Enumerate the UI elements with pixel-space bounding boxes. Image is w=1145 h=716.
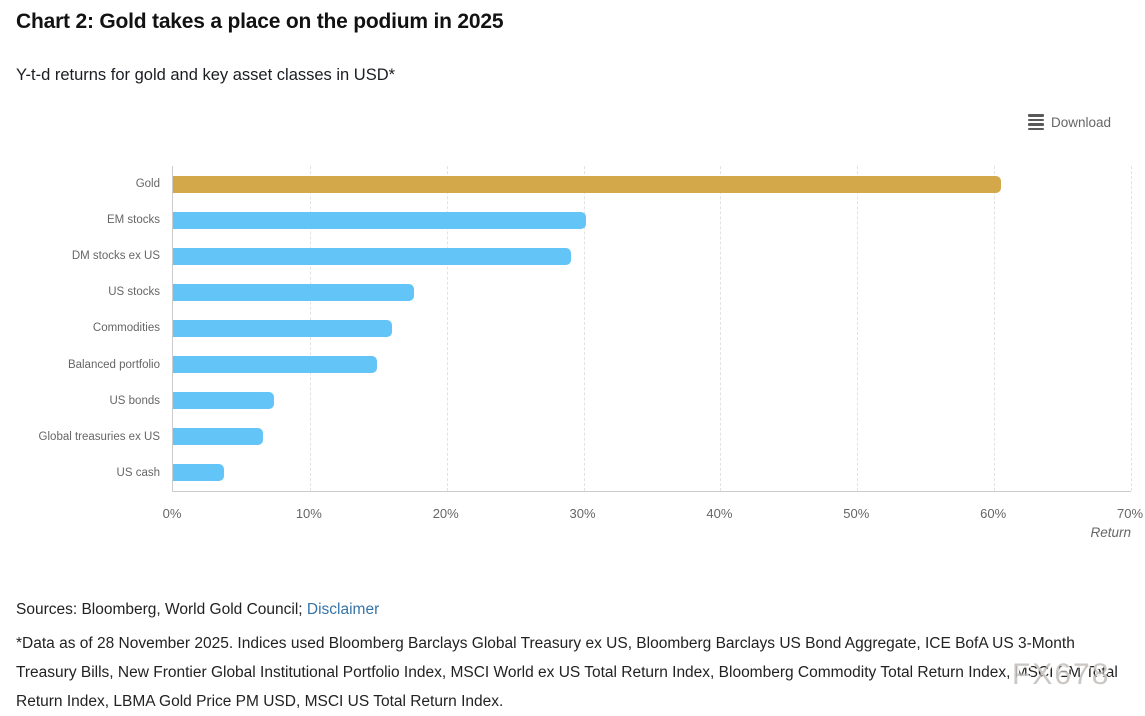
x-axis-title: Return — [1090, 525, 1131, 540]
bar-balanced-portfolio[interactable] — [173, 356, 377, 374]
download-label: Download — [1051, 114, 1112, 130]
category-label: US bonds — [109, 394, 160, 407]
sources-line: Sources: Bloomberg, World Gold Council; … — [16, 601, 379, 619]
chart-subtitle: Y-t-d returns for gold and key asset cla… — [16, 66, 396, 84]
category-label: DM stocks ex US — [71, 250, 160, 263]
category-label: Gold — [135, 178, 160, 191]
footnote-text: *Data as of 28 November 2025. Indices us… — [16, 635, 1118, 710]
hamburger-menu-icon — [1028, 114, 1044, 130]
gridline — [857, 166, 859, 491]
gridline — [720, 166, 722, 491]
bar-em-stocks[interactable] — [173, 211, 587, 229]
category-label: US stocks — [108, 286, 160, 299]
x-tick-label: 70% — [1116, 506, 1144, 521]
category-label: US cash — [116, 466, 160, 479]
bar-us-cash[interactable] — [173, 464, 224, 482]
gridline — [583, 166, 585, 491]
gridline — [446, 166, 448, 491]
chart-title: Chart 2: Gold takes a place on the podiu… — [16, 10, 504, 33]
bar-us-bonds[interactable] — [173, 392, 275, 410]
category-label: Commodities — [92, 322, 160, 335]
category-label: Balanced portfolio — [67, 358, 160, 371]
bar-commodities[interactable] — [173, 320, 392, 337]
x-tick-label: 60% — [980, 506, 1007, 521]
plot-area — [172, 166, 1132, 492]
gridline — [994, 166, 996, 491]
download-button[interactable]: Download — [1028, 112, 1111, 132]
sources-text: Sources: Bloomberg, World Gold Council; — [16, 601, 303, 618]
category-label: Global treasuries ex US — [38, 430, 160, 443]
x-tick-label: 50% — [843, 506, 870, 521]
category-axis: Gold EM stocks DM stocks ex US US stocks Com… — [0, 166, 160, 491]
category-label: EM stocks — [106, 214, 160, 227]
bar-dm-stocks-ex-us[interactable] — [173, 247, 572, 265]
x-tick-label: 0% — [162, 506, 182, 521]
x-tick-label: 40% — [706, 506, 733, 521]
gridline — [1131, 166, 1132, 491]
x-tick-label: 30% — [569, 506, 596, 521]
value-axis: 0% 10% 20% 30% 40% 50% 60% 70% — [163, 506, 1143, 524]
bar-us-stocks[interactable] — [173, 283, 414, 301]
x-tick-label: 10% — [295, 506, 322, 521]
x-tick-label: 20% — [432, 506, 459, 521]
bar-global-treasuries-ex-us[interactable] — [173, 428, 264, 446]
disclaimer-link[interactable]: Disclaimer — [306, 601, 380, 618]
bar-gold[interactable] — [173, 175, 1001, 193]
